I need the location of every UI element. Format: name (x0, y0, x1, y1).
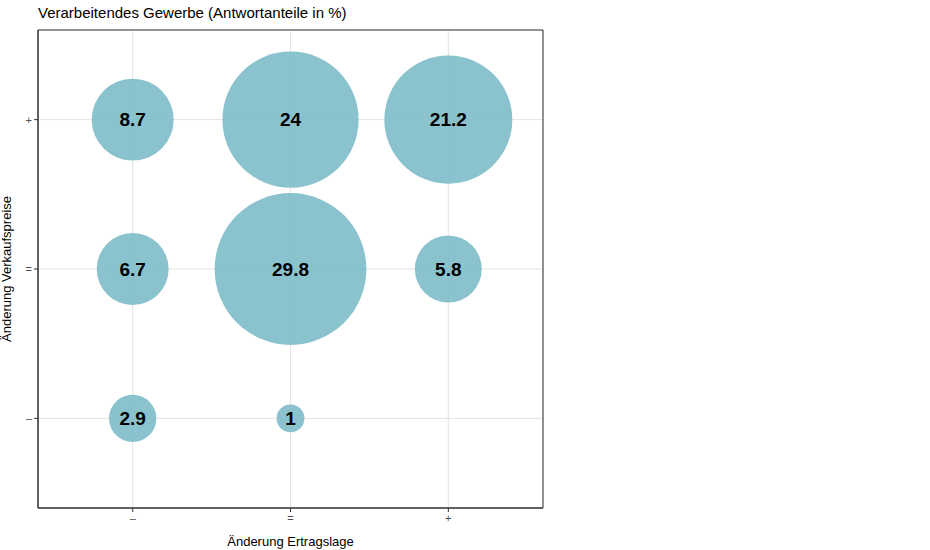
svg-text:21.2: 21.2 (430, 109, 467, 130)
svg-text:8.7: 8.7 (119, 109, 145, 130)
svg-text:6.7: 6.7 (119, 259, 145, 280)
svg-text:2.9: 2.9 (119, 408, 145, 429)
svg-text:5.8: 5.8 (435, 259, 461, 280)
html-text:Verarbeitendes Gewerbe (Antwor: Verarbeitendes Gewerbe (Antwortanteile i… (38, 4, 347, 21)
svg-text:=: = (26, 263, 32, 275)
svg-text:1: 1 (285, 408, 296, 429)
svg-text:=: = (287, 512, 293, 524)
svg-text:Änderung Verkaufspreise: Änderung Verkaufspreise (8, 196, 14, 342)
svg-text:29.8: 29.8 (272, 259, 309, 280)
svg-text:–: – (26, 412, 33, 424)
svg-text:–: – (130, 512, 137, 524)
svg-text:+: + (445, 512, 451, 524)
svg-text:+: + (26, 114, 32, 126)
svg-text:Änderung Ertragslage: Änderung Ertragslage (227, 534, 353, 549)
svg-text:24: 24 (280, 109, 302, 130)
